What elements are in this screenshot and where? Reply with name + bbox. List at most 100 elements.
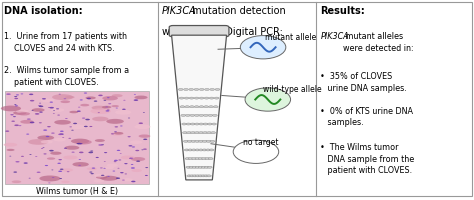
Circle shape — [214, 98, 219, 100]
Ellipse shape — [50, 152, 62, 155]
Ellipse shape — [77, 111, 81, 112]
Circle shape — [195, 141, 200, 143]
Ellipse shape — [118, 160, 121, 161]
Ellipse shape — [14, 97, 17, 98]
Ellipse shape — [45, 165, 48, 166]
Circle shape — [199, 141, 203, 143]
Ellipse shape — [134, 94, 136, 95]
Ellipse shape — [73, 123, 77, 125]
Circle shape — [183, 141, 188, 143]
Ellipse shape — [52, 177, 55, 178]
Ellipse shape — [21, 156, 24, 157]
Ellipse shape — [131, 169, 142, 172]
Ellipse shape — [15, 161, 19, 163]
Ellipse shape — [93, 180, 104, 183]
Ellipse shape — [30, 122, 35, 124]
Circle shape — [194, 115, 199, 117]
Ellipse shape — [68, 138, 71, 139]
Circle shape — [195, 158, 200, 160]
Circle shape — [181, 115, 186, 117]
Circle shape — [202, 141, 207, 143]
Ellipse shape — [73, 162, 89, 167]
Ellipse shape — [65, 96, 74, 99]
Text: wild-type allele: wild-type allele — [263, 85, 322, 94]
Ellipse shape — [98, 144, 103, 146]
Ellipse shape — [24, 163, 28, 164]
Ellipse shape — [96, 176, 108, 179]
Ellipse shape — [107, 176, 110, 177]
Ellipse shape — [80, 100, 83, 101]
Ellipse shape — [16, 95, 19, 96]
FancyBboxPatch shape — [169, 26, 229, 38]
Ellipse shape — [10, 115, 14, 116]
Ellipse shape — [50, 102, 53, 103]
Ellipse shape — [59, 94, 61, 95]
Text: DNA isolation:: DNA isolation: — [4, 6, 82, 16]
Ellipse shape — [135, 96, 147, 100]
Ellipse shape — [145, 175, 148, 176]
Ellipse shape — [18, 113, 30, 116]
Ellipse shape — [4, 143, 17, 147]
Ellipse shape — [89, 152, 93, 154]
Circle shape — [194, 89, 199, 91]
Ellipse shape — [5, 131, 9, 132]
Ellipse shape — [76, 143, 80, 144]
Ellipse shape — [124, 163, 128, 164]
Ellipse shape — [112, 171, 115, 172]
Circle shape — [189, 158, 193, 160]
Circle shape — [212, 123, 217, 125]
Circle shape — [188, 149, 192, 151]
Circle shape — [185, 106, 190, 108]
Ellipse shape — [35, 156, 37, 157]
Ellipse shape — [16, 110, 29, 114]
Ellipse shape — [15, 106, 18, 107]
Circle shape — [190, 123, 195, 125]
Ellipse shape — [46, 136, 49, 137]
Ellipse shape — [30, 100, 34, 102]
Ellipse shape — [1, 106, 21, 112]
Ellipse shape — [51, 109, 64, 112]
Circle shape — [180, 106, 185, 108]
Ellipse shape — [14, 98, 18, 100]
Circle shape — [206, 149, 210, 151]
Ellipse shape — [58, 159, 62, 160]
Ellipse shape — [49, 107, 54, 109]
Ellipse shape — [128, 136, 131, 138]
Ellipse shape — [103, 100, 106, 101]
Circle shape — [191, 149, 196, 151]
Circle shape — [184, 98, 189, 100]
Circle shape — [203, 132, 208, 134]
Ellipse shape — [94, 101, 97, 102]
Circle shape — [194, 106, 199, 108]
Ellipse shape — [64, 156, 78, 160]
Ellipse shape — [78, 165, 81, 166]
Ellipse shape — [67, 171, 70, 172]
Ellipse shape — [54, 138, 66, 142]
Ellipse shape — [85, 119, 90, 121]
Ellipse shape — [87, 98, 91, 100]
Ellipse shape — [122, 109, 126, 110]
Ellipse shape — [77, 143, 82, 145]
Circle shape — [199, 115, 204, 117]
Ellipse shape — [114, 160, 118, 161]
Ellipse shape — [35, 114, 39, 115]
Ellipse shape — [122, 178, 133, 181]
Circle shape — [204, 106, 209, 108]
Ellipse shape — [138, 135, 150, 138]
Ellipse shape — [57, 115, 60, 116]
Ellipse shape — [96, 157, 99, 158]
Ellipse shape — [7, 149, 15, 151]
Ellipse shape — [43, 130, 47, 131]
Ellipse shape — [116, 108, 118, 109]
Ellipse shape — [56, 109, 59, 110]
Ellipse shape — [87, 168, 97, 170]
Ellipse shape — [131, 164, 133, 165]
Ellipse shape — [101, 144, 104, 146]
Ellipse shape — [71, 130, 74, 131]
Ellipse shape — [41, 99, 55, 103]
Ellipse shape — [123, 100, 126, 101]
Ellipse shape — [135, 125, 151, 129]
Circle shape — [204, 166, 209, 168]
Ellipse shape — [104, 161, 106, 162]
Circle shape — [192, 166, 197, 168]
